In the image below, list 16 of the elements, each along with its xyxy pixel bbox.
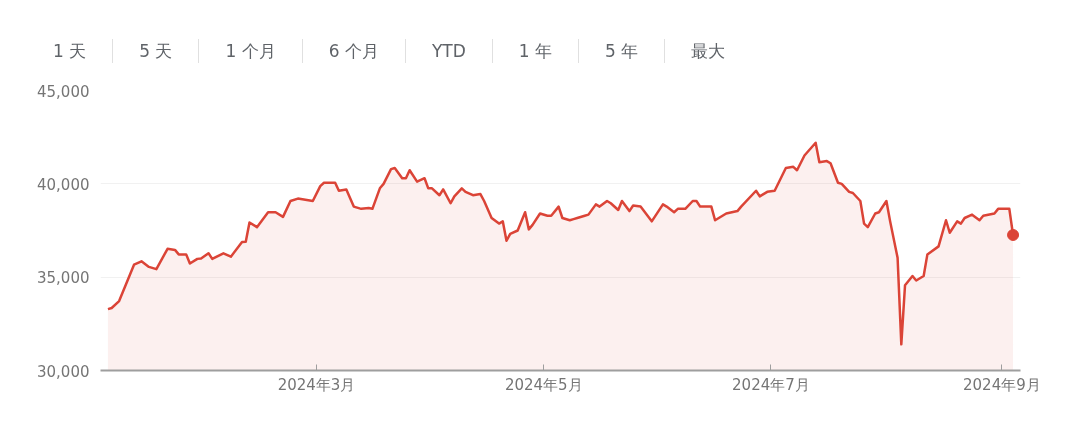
x-tick-label: 2024年9月 bbox=[963, 375, 1041, 394]
text: 1 天 bbox=[52, 40, 88, 63]
text: 1 个月 bbox=[198, 39, 302, 63]
text: 1 年 bbox=[491, 39, 579, 63]
text: 5 天 bbox=[112, 39, 199, 63]
text: 6 个月 bbox=[301, 39, 405, 63]
text: 最大 bbox=[664, 39, 752, 63]
x-tick-label: 2024年5月 bbox=[504, 375, 583, 394]
y-tick-label: 35,000 bbox=[37, 269, 90, 288]
y-tick-label: 45,000 bbox=[37, 82, 90, 101]
text: YTD bbox=[404, 39, 492, 63]
y-tick-label: 40,000 bbox=[37, 175, 90, 194]
text: 5 年 bbox=[578, 39, 665, 63]
x-tick-label: 2024年7月 bbox=[732, 375, 810, 394]
y-tick-label: 30,000 bbox=[37, 362, 90, 381]
x-tick-label: 2024年3月 bbox=[277, 375, 356, 394]
